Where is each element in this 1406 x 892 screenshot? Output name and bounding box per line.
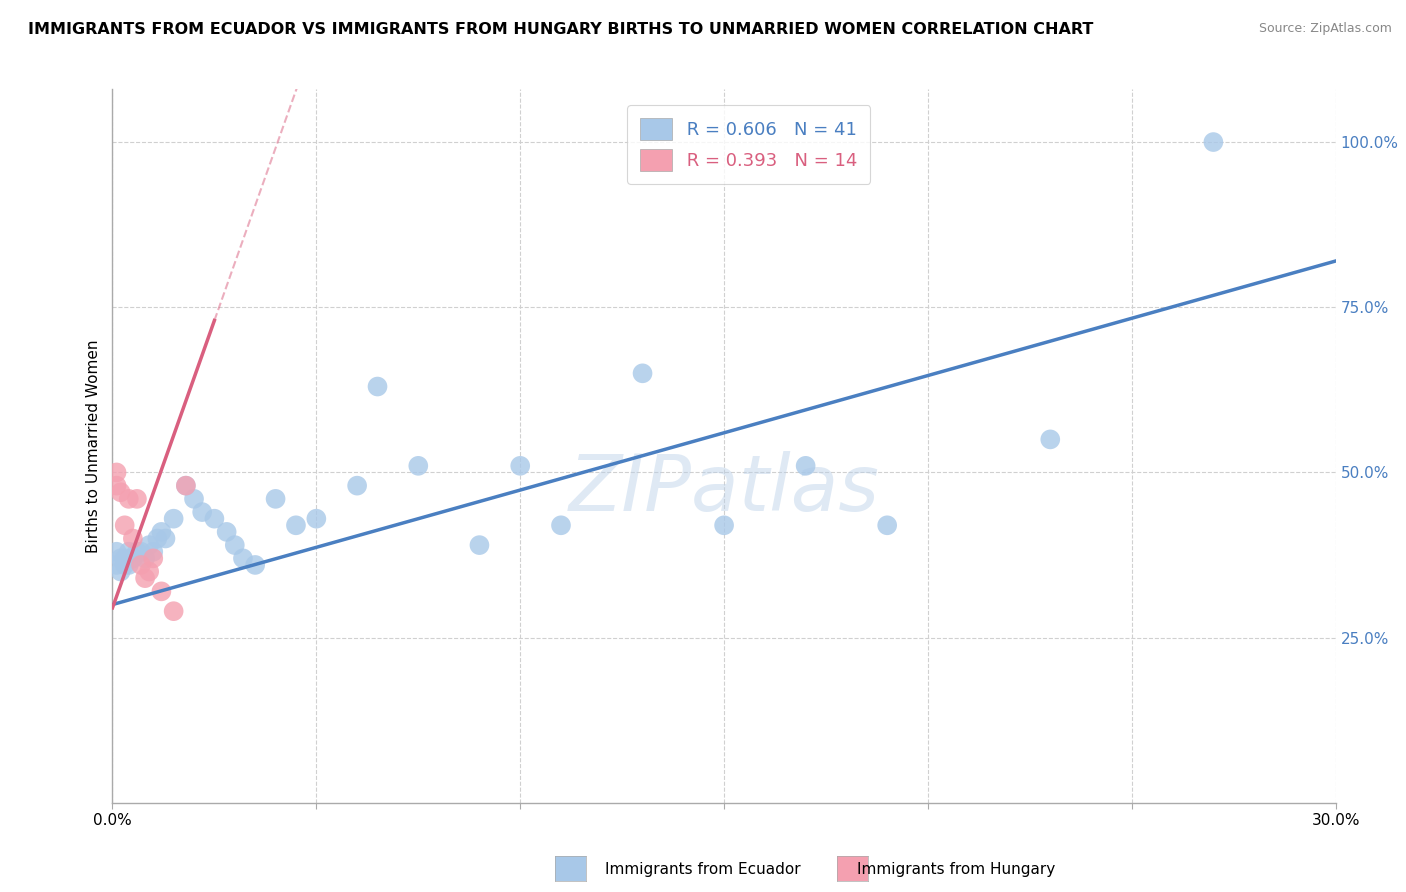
Point [125,545,148,559]
Point [191,505,214,519]
Point [122,532,145,546]
Point [631,367,654,381]
Point [876,518,898,533]
Point [183,491,205,506]
Point [215,524,238,539]
Point [134,551,156,566]
Point [245,558,267,572]
Point [550,518,572,533]
Point [138,538,160,552]
Text: Source: ZipAtlas.com: Source: ZipAtlas.com [1258,22,1392,36]
Point [150,584,173,599]
Point [163,604,186,618]
Point [105,545,128,559]
Point [105,466,128,480]
Point [134,571,156,585]
Point [118,545,141,559]
Point [284,518,308,533]
Point [129,545,152,559]
Point [794,458,817,473]
Text: Immigrants from Hungary: Immigrants from Hungary [856,863,1056,877]
Point [114,558,136,572]
Point [305,511,328,525]
Point [125,491,148,506]
Point [110,485,132,500]
Point [118,558,141,572]
Point [150,524,173,539]
Text: Immigrants from Ecuador: Immigrants from Ecuador [605,863,801,877]
Point [146,532,169,546]
Point [114,551,136,566]
Point [346,478,368,492]
Point [408,458,430,473]
Text: IMMIGRANTS FROM ECUADOR VS IMMIGRANTS FROM HUNGARY BIRTHS TO UNMARRIED WOMEN COR: IMMIGRANTS FROM ECUADOR VS IMMIGRANTS FR… [28,22,1094,37]
Point [155,532,177,546]
Point [713,518,735,533]
Point [110,565,132,579]
Point [163,511,186,525]
Point [174,478,197,492]
Point [118,491,141,506]
Point [204,511,226,525]
Point [224,538,246,552]
Text: ZIPatlas: ZIPatlas [568,450,880,527]
Y-axis label: Births to Unmarried Women: Births to Unmarried Women [86,339,101,553]
Point [114,518,136,533]
Point [122,551,145,566]
Point [105,558,128,572]
Point [468,538,491,552]
Point [264,491,287,506]
Point [105,478,128,492]
Point [1039,433,1062,447]
Point [142,545,165,559]
Point [1202,135,1225,149]
Point [142,551,165,566]
Point [110,551,132,566]
Point [366,379,388,393]
Point [174,478,197,492]
Point [232,551,254,566]
Legend:  R = 0.606   N = 41,  R = 0.393   N = 14: R = 0.606 N = 41, R = 0.393 N = 14 [627,105,870,184]
Point [138,565,160,579]
Point [509,458,531,473]
Point [129,558,152,572]
